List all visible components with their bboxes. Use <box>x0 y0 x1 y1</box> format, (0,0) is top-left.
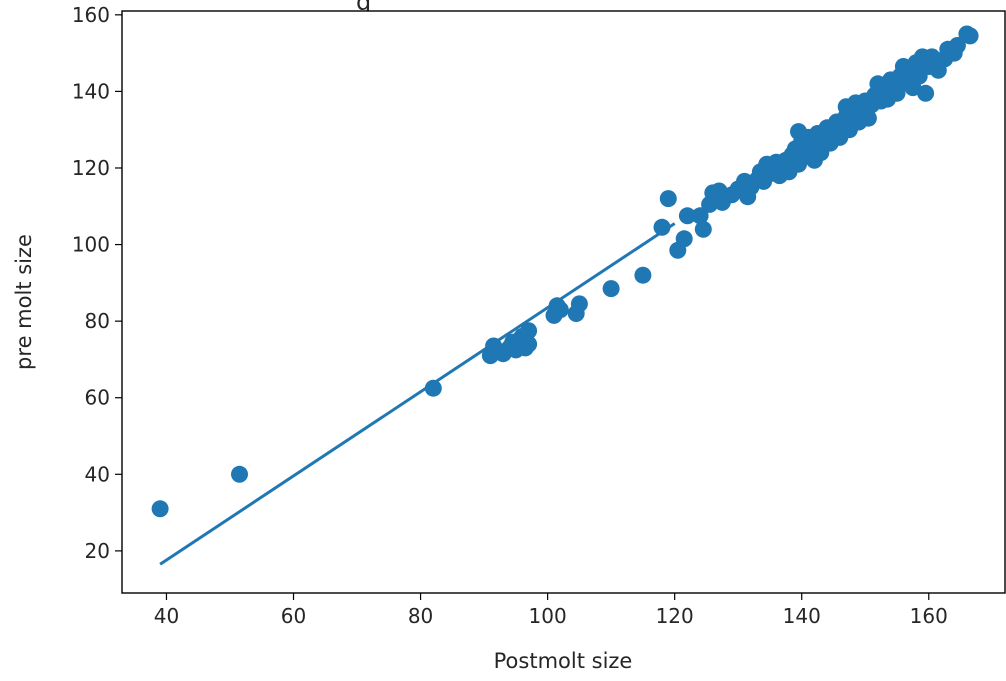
data-point <box>659 190 677 208</box>
y-axis: 20 40 60 80 100 120 140 160 <box>72 3 122 563</box>
x-axis: 40 60 80 100 120 140 160 <box>154 593 948 628</box>
data-point <box>923 48 941 66</box>
chart-marks <box>151 25 979 566</box>
data-point <box>231 465 248 483</box>
data-point <box>888 84 906 102</box>
data-point <box>917 84 935 102</box>
data-point <box>675 230 693 248</box>
y-tick-label: 120 <box>72 156 110 180</box>
x-tick-label: 120 <box>656 604 694 628</box>
x-tick-label: 140 <box>783 604 821 628</box>
data-point <box>520 335 538 353</box>
x-tick-label: 100 <box>529 604 567 628</box>
y-tick-label: 160 <box>72 3 110 27</box>
fit-line <box>159 222 676 566</box>
y-tick-label: 20 <box>85 539 110 563</box>
data-point <box>859 109 877 127</box>
x-axis-label: Postmolt size <box>494 649 633 673</box>
y-tick-label: 60 <box>85 386 110 410</box>
x-tick-label: 40 <box>154 604 179 628</box>
data-point <box>151 500 169 518</box>
y-tick-label: 140 <box>72 79 110 103</box>
x-tick-label: 160 <box>910 604 948 628</box>
data-point <box>520 322 538 340</box>
data-point <box>678 207 696 225</box>
data-point <box>694 220 712 238</box>
data-point <box>948 37 966 54</box>
y-tick-label: 80 <box>85 309 110 333</box>
y-tick-label: 40 <box>85 462 110 486</box>
data-point <box>691 207 709 225</box>
x-tick-label: 60 <box>281 604 306 628</box>
data-point <box>634 266 652 284</box>
data-point <box>570 295 588 313</box>
x-tick-label: 80 <box>408 604 433 628</box>
data-point <box>551 301 569 319</box>
data-point <box>961 27 979 45</box>
data-point <box>653 218 671 236</box>
data-point <box>602 280 620 298</box>
y-axis-label: pre molt size <box>12 234 36 370</box>
y-tick-label: 100 <box>72 233 110 257</box>
data-point <box>424 379 442 397</box>
